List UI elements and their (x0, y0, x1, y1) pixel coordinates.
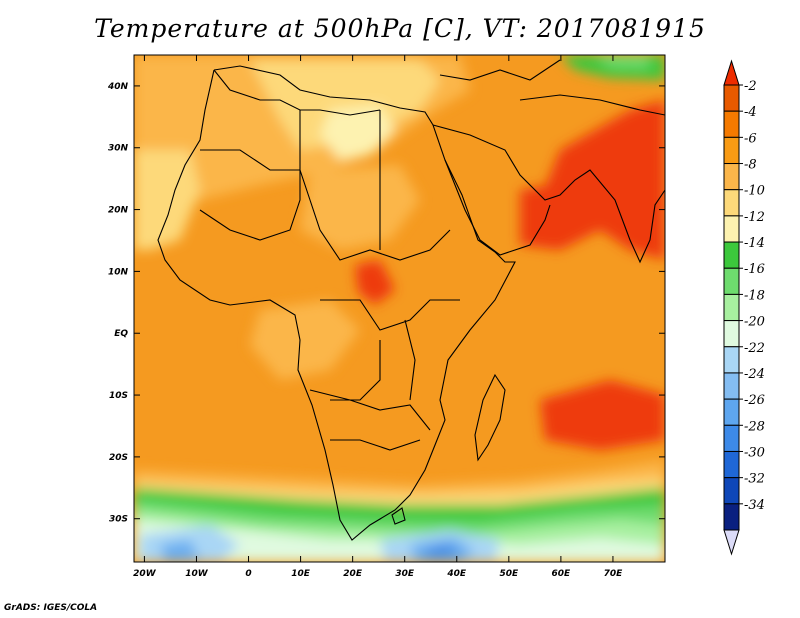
colorbar-label: -16 (744, 262, 765, 277)
colorbar-label: -14 (744, 236, 765, 251)
x-tick-label: 0 (245, 569, 251, 579)
x-tick-label: 10E (291, 569, 311, 579)
colorbar-label: -24 (744, 367, 765, 382)
field-region (520, 180, 600, 250)
colorbar-swatch (723, 320, 740, 348)
colorbar-top-arrow (723, 59, 740, 86)
colorbar-swatch (723, 215, 740, 243)
colorbar-swatch (723, 398, 740, 426)
field-region (595, 55, 650, 68)
colorbar-swatch (723, 450, 740, 479)
coastlines (157, 59, 665, 541)
colorbar-label: -8 (744, 158, 757, 173)
colorbar-swatch (723, 372, 740, 400)
x-tick-label: 60E (552, 569, 572, 579)
y-tick-label: 10S (109, 391, 128, 401)
colorbar-bottom-arrow (723, 529, 740, 556)
y-tick-label: 20N (108, 206, 129, 216)
field-region (355, 260, 395, 305)
field-region (540, 100, 665, 260)
colorbar: -2 -4 -6 -8 -10 -12 -14 -16 -18 -20 -22 -24 -26 -28 -3… (723, 59, 765, 556)
y-axis-ticks: 40N 30N 20N 10N EQ 10S 20S 30S (107, 82, 665, 525)
field-region (250, 60, 440, 150)
colorbar-label: -12 (744, 210, 765, 225)
colorbar-swatch (723, 84, 740, 112)
x-tick-label: 20E (343, 569, 363, 579)
y-tick-label: 30N (108, 144, 129, 154)
temperature-field (134, 55, 665, 562)
x-tick-label: 50E (499, 569, 519, 579)
colorbar-swatch (723, 189, 740, 217)
field-region (160, 540, 200, 562)
y-tick-label: 10N (108, 267, 129, 277)
field-region (320, 105, 395, 160)
colorbar-label: -26 (744, 393, 765, 408)
x-tick-label: 30E (395, 569, 415, 579)
colorbar-swatch (723, 136, 740, 165)
field-region (134, 150, 200, 250)
field-region (250, 300, 360, 380)
colorbar-label: -20 (744, 315, 765, 330)
y-tick-label: 40N (107, 82, 129, 92)
colorbar-label: -4 (744, 105, 757, 120)
colorbar-label: -32 (744, 472, 765, 487)
colorbar-swatch (723, 163, 740, 191)
colorbar-swatch (723, 503, 740, 531)
x-tick-label: 20W (133, 569, 157, 579)
colorbar-swatch (723, 424, 740, 452)
colorbar-label: -18 (744, 288, 765, 303)
colorbar-label: -28 (744, 419, 765, 434)
colorbar-swatch (723, 241, 740, 269)
y-tick-label: 30S (109, 515, 128, 525)
colorbar-swatch (723, 477, 740, 505)
map-frame (133, 54, 666, 563)
map-title: Temperature at 500hPa [C], VT: 201708191… (94, 14, 706, 43)
colorbar-swatch (723, 293, 740, 322)
field-region (425, 543, 458, 559)
colorbar-label: -2 (744, 79, 757, 94)
x-tick-label: 10W (185, 569, 209, 579)
field-region (540, 380, 665, 450)
y-tick-label: 20S (109, 453, 128, 463)
x-tick-label: 70E (604, 569, 624, 579)
colorbar-label: -30 (744, 445, 765, 460)
colorbar-swatch (723, 267, 740, 295)
colorbar-label: -10 (744, 184, 765, 199)
x-axis-ticks: 20W 10W 0 10E 20E 30E 40E 50E 60E 70E (133, 55, 623, 579)
y-tick-label: EQ (114, 329, 128, 339)
x-tick-label: 40E (446, 569, 467, 579)
colorbar-label: -6 (744, 131, 757, 146)
colorbar-swatch (723, 346, 740, 374)
field-region (300, 165, 420, 250)
colorbar-swatch (723, 110, 740, 138)
grads-credit: GrADS: IGES/COLA (4, 603, 98, 613)
colorbar-label: -22 (744, 341, 765, 356)
colorbar-label: -34 (744, 498, 765, 513)
